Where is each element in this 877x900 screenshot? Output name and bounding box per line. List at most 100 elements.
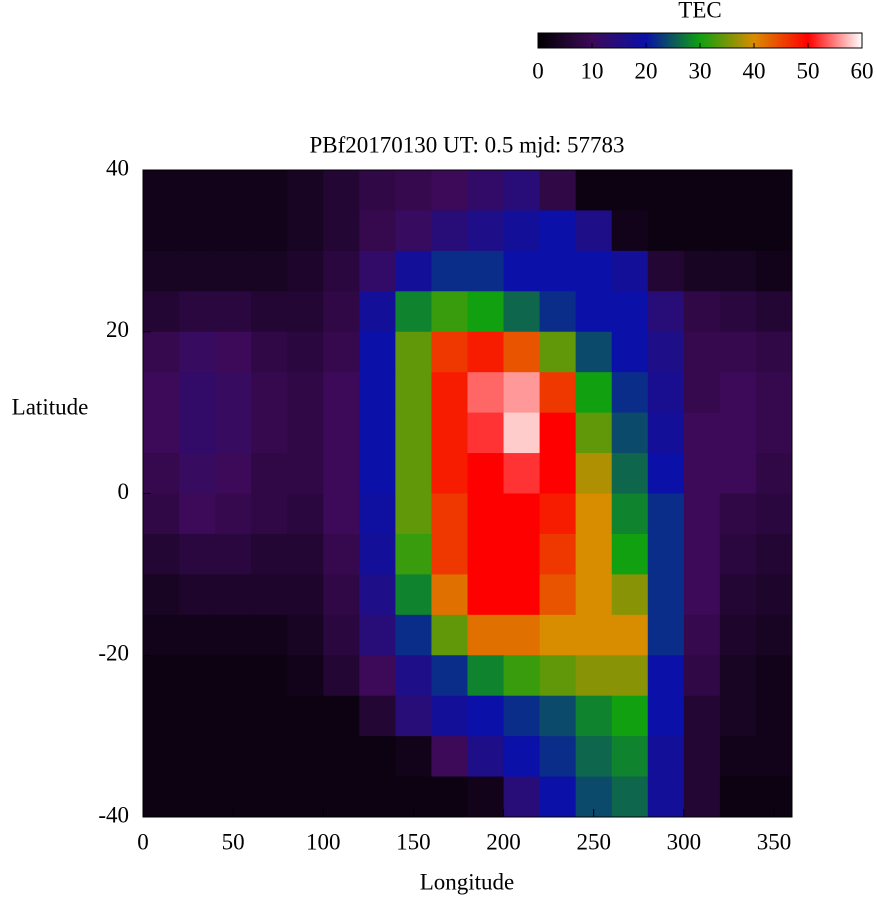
heatmap-cell	[323, 210, 360, 252]
heatmap-cells	[143, 170, 793, 818]
heatmap-cell	[287, 210, 324, 252]
chart-title: PBf20170130 UT: 0.5 mjd: 57783	[309, 132, 624, 157]
heatmap-cell	[431, 291, 468, 333]
heatmap-cell	[143, 736, 180, 778]
heatmap-cell	[143, 574, 180, 616]
x-tick-label: 250	[576, 829, 611, 854]
heatmap-cell	[503, 695, 541, 737]
heatmap-cell	[431, 493, 468, 535]
heatmap-cell	[179, 736, 216, 778]
heatmap-cell	[575, 695, 613, 737]
heatmap-cell	[431, 736, 468, 778]
heatmap-cell	[215, 331, 252, 373]
heatmap-cell	[143, 776, 180, 818]
heatmap-cell	[647, 655, 685, 697]
heatmap-cell	[755, 695, 793, 737]
heatmap-cell	[143, 250, 180, 292]
heatmap-cell	[755, 170, 793, 211]
heatmap-cell	[755, 331, 793, 373]
heatmap-cell	[215, 250, 252, 292]
heatmap-cell	[611, 493, 649, 535]
heatmap-cell	[683, 776, 721, 818]
heatmap-cell	[539, 614, 577, 656]
heatmap-cell	[719, 412, 757, 454]
heatmap-cell	[647, 695, 685, 737]
heatmap-cell	[575, 210, 613, 252]
heatmap-cell	[575, 655, 613, 697]
heatmap-cell	[683, 574, 721, 616]
y-axis-label: Latitude	[12, 394, 89, 419]
x-tick-label: 50	[222, 829, 245, 854]
x-tick-label: 300	[667, 829, 702, 854]
heatmap-cell	[611, 210, 649, 252]
heatmap-cell	[539, 210, 577, 252]
heatmap-cell	[647, 574, 685, 616]
y-tick-label: 0	[118, 479, 130, 504]
heatmap-cell	[287, 331, 324, 373]
heatmap-cell	[647, 412, 685, 454]
heatmap-cell	[575, 412, 613, 454]
heatmap-cell	[143, 614, 180, 656]
heatmap-cell	[395, 695, 432, 737]
heatmap-cell	[611, 453, 649, 494]
heatmap-cell	[719, 453, 757, 494]
heatmap-cell	[575, 331, 613, 373]
heatmap-cell	[683, 372, 721, 414]
heatmap-cell	[503, 291, 541, 333]
heatmap-cell	[143, 695, 180, 737]
heatmap-cell	[431, 412, 468, 454]
heatmap-cell	[287, 291, 324, 333]
heatmap-cell	[575, 291, 613, 333]
heatmap-cell	[251, 533, 288, 575]
heatmap-cell	[251, 372, 288, 414]
heatmap-cell	[287, 574, 324, 616]
heatmap-cell	[467, 776, 505, 818]
heatmap-cell	[647, 170, 685, 211]
heatmap-cell	[503, 574, 541, 616]
heatmap-cell	[143, 210, 180, 252]
heatmap-cell	[683, 736, 721, 778]
heatmap-cell	[611, 736, 649, 778]
heatmap-cell	[179, 493, 216, 535]
colorbar-tick-label: 30	[689, 58, 712, 83]
heatmap-cell	[755, 655, 793, 697]
x-tick-label: 200	[486, 829, 521, 854]
heatmap-cell	[755, 291, 793, 333]
heatmap-cell	[647, 776, 685, 818]
heatmap-cell	[503, 655, 541, 697]
heatmap-cell	[143, 453, 180, 494]
heatmap-cell	[683, 453, 721, 494]
heatmap-cell	[575, 574, 613, 616]
heatmap-cell	[179, 655, 216, 697]
heatmap-cell	[719, 695, 757, 737]
heatmap-cell	[611, 412, 649, 454]
heatmap-cell	[467, 574, 505, 616]
heatmap-cell	[395, 614, 432, 656]
heatmap-cell	[539, 776, 577, 818]
heatmap-cell	[755, 574, 793, 616]
heatmap-cell	[503, 776, 541, 818]
heatmap-cell	[503, 170, 541, 211]
heatmap-cell	[719, 291, 757, 333]
heatmap-cell	[251, 250, 288, 292]
heatmap-cell	[647, 291, 685, 333]
heatmap-cell	[251, 331, 288, 373]
heatmap-cell	[539, 250, 577, 292]
heatmap-cell	[359, 372, 396, 414]
heatmap-cell	[395, 493, 432, 535]
heatmap-cell	[755, 250, 793, 292]
heatmap-cell	[611, 170, 649, 211]
heatmap-cell	[251, 614, 288, 656]
heatmap-cell	[287, 533, 324, 575]
heatmap-cell	[251, 493, 288, 535]
heatmap-cell	[575, 453, 613, 494]
heatmap-cell	[251, 453, 288, 494]
heatmap-cell	[287, 655, 324, 697]
heatmap-cell	[359, 170, 396, 211]
heatmap-cell	[179, 250, 216, 292]
heatmap-cell	[143, 291, 180, 333]
heatmap-cell	[215, 533, 252, 575]
y-tick-label: -40	[98, 802, 129, 827]
heatmap-cell	[683, 291, 721, 333]
